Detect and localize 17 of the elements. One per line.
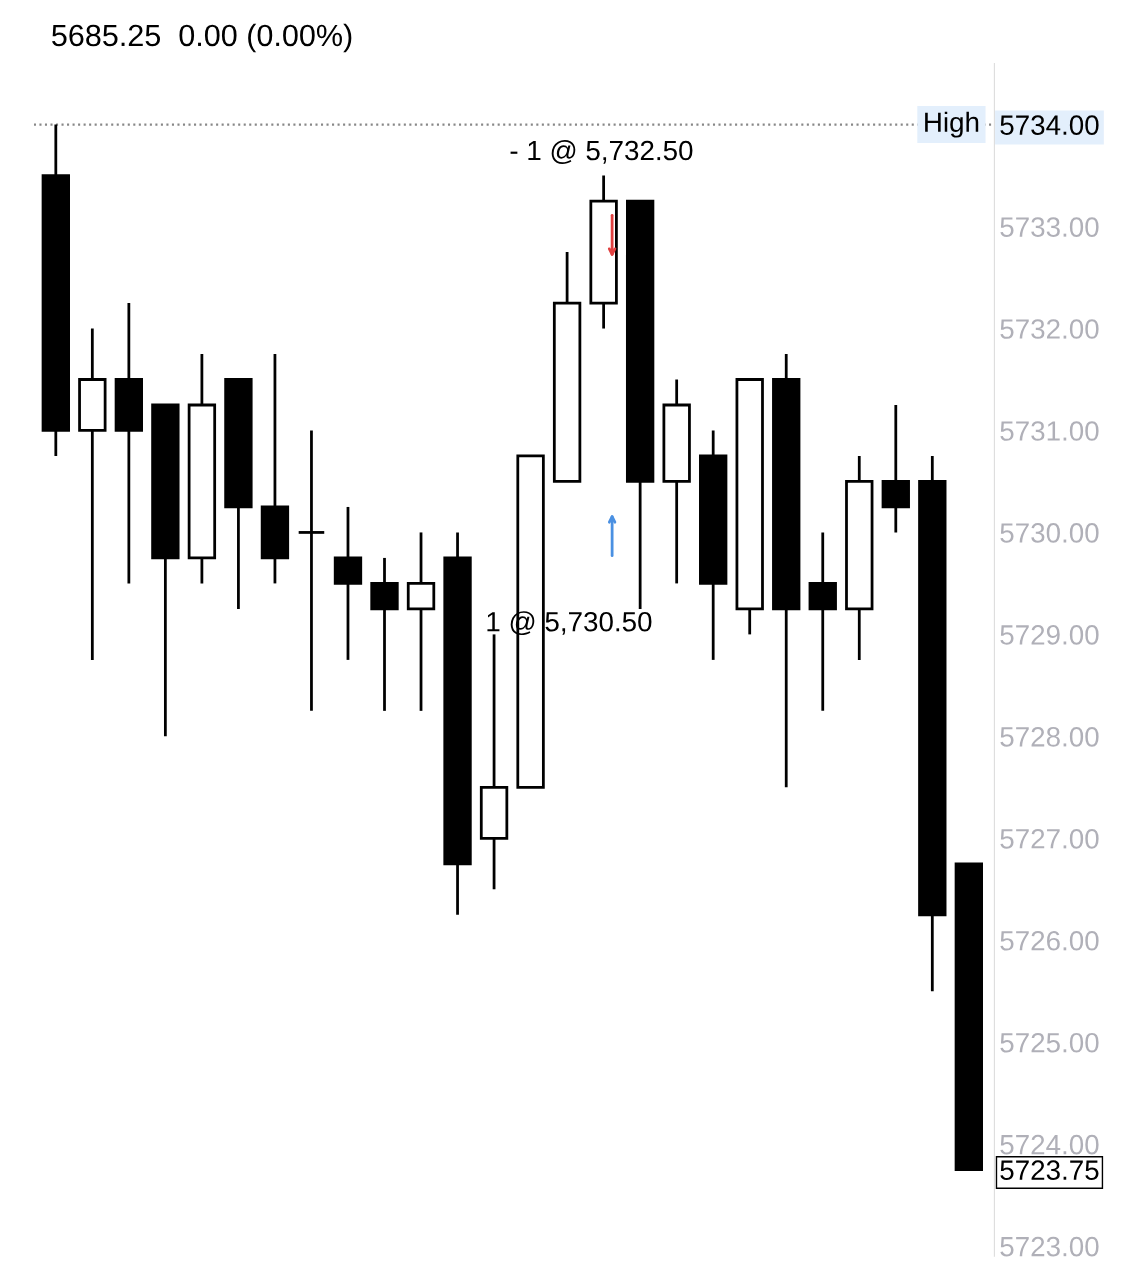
y-tick-label: 5731.00 [1000,421,1099,441]
y-tick-label: 5726.00 [1000,930,1099,951]
y-tick-label: 5723.75 [1000,1160,1099,1180]
y-tick-label: 5728.00 [1000,727,1099,747]
y-tick-label: 5734.00 [1000,115,1099,135]
chart-title: 5685.25 0.00 (0.00%) [52,23,352,53]
annotation: - 1 @ 5,732.50 [510,139,693,164]
y-tick-label: 5727.00 [1000,828,1099,849]
y-tick-label: 5725.00 [1000,1032,1099,1053]
y-tick-label: 5729.00 [1000,625,1099,645]
ref-line-label: High [925,111,979,138]
y-tick-label: 5724.00 [1000,1134,1099,1155]
y-tick-label: 5733.00 [1000,217,1099,237]
y-tick-label: 5730.00 [1000,523,1099,543]
y-tick-label: 5723.00 [1000,1236,1099,1257]
y-tick-label: 5732.00 [1000,319,1099,339]
candlestick [297,429,326,713]
